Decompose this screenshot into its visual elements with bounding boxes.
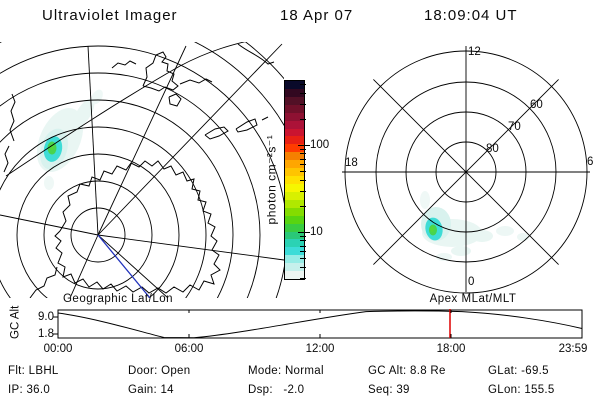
colorbar-band [285,81,304,89]
mlt-label-12: 12 [468,46,481,58]
colorbar-band [285,231,304,240]
geographic-caption: Geographic Lat/Lon [62,293,174,305]
colorbar-tick-mark [300,149,306,150]
colorbar-band [285,271,304,280]
meridian-lines [0,43,284,298]
mlat-label-60: 60 [530,99,543,111]
colorbar-band [285,223,304,232]
gc-alt-strip-chart [53,309,583,339]
colorbar-tick-mark [300,84,306,85]
colorbar-band [285,199,304,208]
time-label: 18:09:04 UT [424,7,518,24]
colorbar-band [285,120,304,129]
track-line [97,234,151,298]
status-glon: GLon: 155.5 [488,384,555,396]
status-door: Door: Open [128,365,191,377]
coastlines [3,43,275,298]
colorbar-band [285,112,304,121]
strip-xtick-1: 06:00 [174,343,204,355]
strip-frame [57,309,583,339]
colorbar-band [285,255,304,264]
colorbar-band [285,136,304,145]
colorbar-band [285,88,304,97]
apex-caption: Apex MLat/MLT [429,293,517,305]
colorbar-tick-mark [300,164,306,165]
colorbar-band [285,152,304,161]
colorbar-tick-mark [300,180,306,181]
apex-polar-plot [342,46,590,294]
colorbar-band [285,183,304,192]
geographic-map [0,42,284,298]
page-title: Ultraviolet Imager [42,7,178,24]
colorbar-tick-mark [300,246,306,247]
mlt-label-0: 0 [468,276,475,288]
date-label: 18 Apr 07 [280,7,354,24]
status-dsp: Dsp: -2.0 [248,384,305,396]
status-glat: GLat: -69.5 [488,365,549,377]
mlt-label-6: 6 [587,156,594,168]
strip-xtick-0: 00:00 [43,343,73,355]
colorbar-tick-mark [300,171,306,172]
gc-alt-curve [57,310,583,339]
colorbar-tick-mark [300,236,306,237]
colorbar-band [285,247,304,256]
colorbar-tick-mark [300,119,306,120]
status-mode: Mode: Normal [248,365,324,377]
aurora-blob-geographic [36,89,103,190]
colorbar-tick-mark [298,145,310,146]
strip-ytick-min: 1.8 [38,328,54,340]
colorbar-tick-mark [300,240,306,241]
colorbar-band [285,160,304,169]
colorbar-band [285,215,304,224]
latitude-circles [0,42,284,298]
colorbar-tick-mark [300,206,306,207]
terminator-line [5,42,246,177]
colorbar-bands [284,80,305,280]
strip-xtick-4: 23:59 [558,343,588,355]
colorbar-tick-mark [300,153,306,154]
colorbar-band [285,176,304,184]
status-ip: IP: 36.0 [8,384,51,396]
mlt-label-18: 18 [345,157,358,169]
status-gcalt: GC Alt: 8.8 Re [368,365,446,377]
strip-xtick-2: 12:00 [305,343,335,355]
strip-xtick-3: 18:00 [436,343,466,355]
colorbar-tick-mark [300,278,306,279]
colorbar-band [285,144,304,153]
colorbar-tick-mark [298,232,310,233]
strip-ytick-max: 9.0 [38,311,54,323]
mlat-label-70: 70 [508,121,521,133]
colorbar-tick-mark [300,104,306,105]
colorbar-band [285,168,304,177]
colorbar-band [285,239,304,248]
colorbar-tick-mark [300,159,306,160]
status-flt: Flt: LBHL [8,365,59,377]
mlt-spokes [342,46,590,292]
colorbar-band [285,191,304,200]
colorbar-tick-10: 10 [310,226,323,238]
colorbar-tick-100: 100 [310,139,330,151]
colorbar-band [285,263,304,272]
strip-ylabel: GC Alt [9,305,22,339]
colorbar-tick-mark [300,251,306,252]
status-gain: Gain: 14 [128,384,174,396]
colorbar-band [285,96,304,105]
mlat-label-80: 80 [486,143,499,155]
strip-ticks [53,310,452,338]
colorbar-tick-mark [300,191,306,192]
status-seq: Seq: 39 [368,384,410,396]
colorbar-tick-mark [300,258,306,259]
colorbar-band [285,128,304,137]
colorbar-band [285,104,304,113]
colorbar-band [285,207,304,216]
colorbar-unit-label: photon cm⁻²s⁻¹ [264,134,279,225]
colorbar-tick-mark [300,93,306,94]
colorbar-tick-mark [300,267,306,268]
